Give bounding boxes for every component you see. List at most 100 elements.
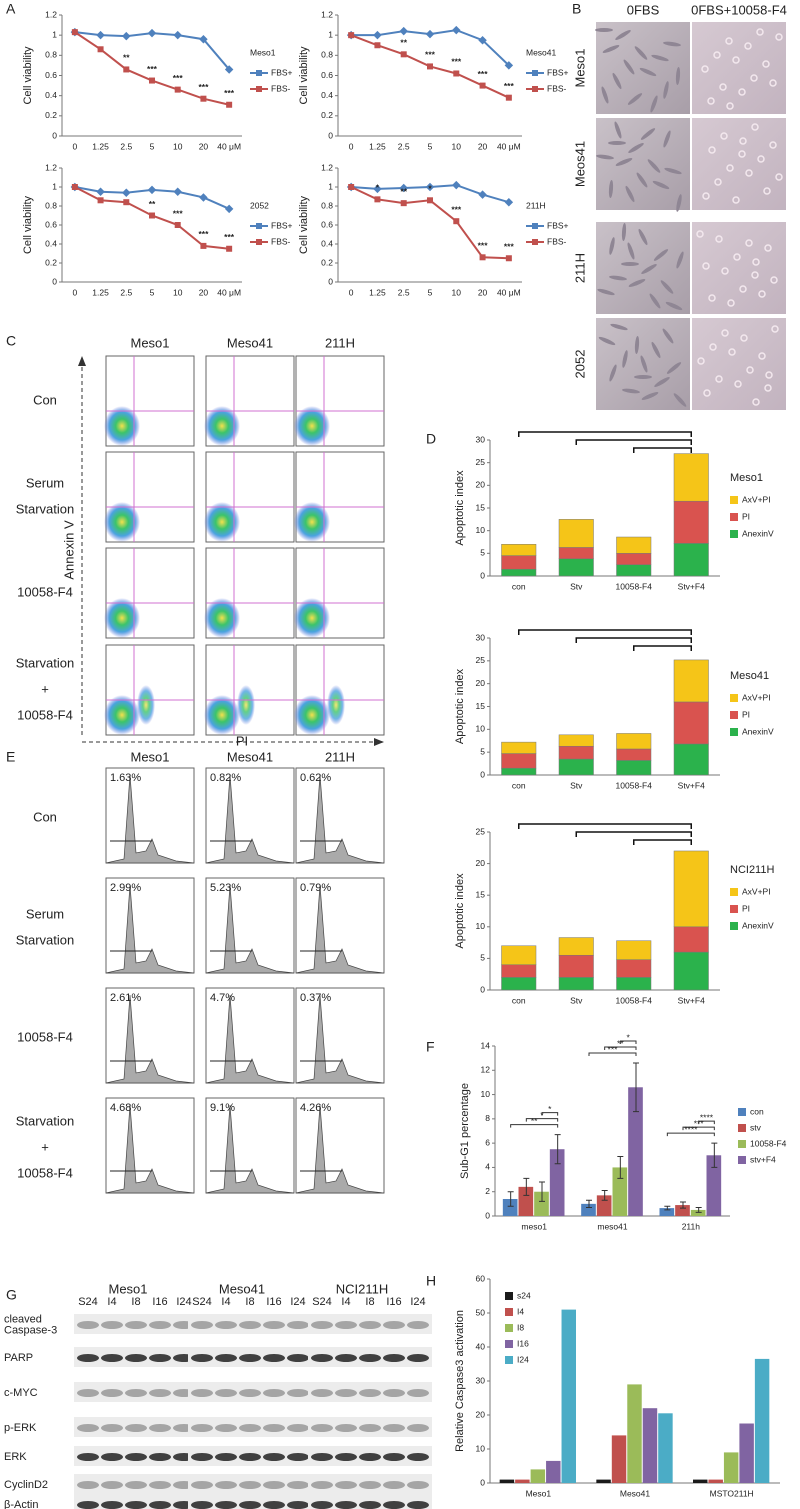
cell	[663, 81, 669, 99]
point	[149, 77, 155, 84]
cell	[756, 28, 764, 36]
label: 12	[481, 1065, 491, 1075]
legend-marker	[256, 70, 262, 76]
label: 20	[199, 287, 209, 297]
bar	[659, 1208, 675, 1216]
band	[77, 1481, 99, 1489]
band	[77, 1389, 99, 1397]
micrograph	[596, 22, 690, 114]
label: FBS-	[271, 236, 291, 246]
label: 10	[173, 287, 183, 297]
bar	[596, 1479, 611, 1483]
bar-segment	[616, 760, 652, 776]
point	[226, 101, 233, 108]
point	[505, 94, 512, 101]
label: 2.5	[120, 287, 132, 297]
error-bar	[523, 1177, 530, 1196]
label: 20	[476, 678, 486, 688]
label: 5	[428, 141, 433, 151]
bar	[515, 1479, 530, 1483]
label: 15	[476, 502, 486, 512]
error-bar	[554, 1134, 561, 1165]
label: Meso1	[130, 335, 169, 350]
point	[399, 183, 408, 193]
cell	[610, 323, 628, 331]
cell	[746, 366, 754, 374]
cell	[771, 325, 779, 333]
cell	[697, 357, 705, 365]
bar-segment	[616, 536, 652, 554]
band	[263, 1501, 285, 1509]
band	[311, 1389, 333, 1397]
bar-segment	[558, 519, 594, 548]
cell	[640, 355, 648, 373]
micrograph	[692, 318, 786, 410]
significance-bracket	[682, 1126, 715, 1131]
label: Meso1	[130, 749, 169, 764]
label: **	[400, 38, 407, 48]
flow-plot	[295, 547, 385, 639]
label: 14	[481, 1040, 491, 1050]
label: 211H	[325, 335, 355, 350]
label: 10	[173, 141, 183, 151]
point	[97, 197, 104, 204]
label: Starvation	[16, 655, 75, 670]
error-bar	[507, 1191, 514, 1207]
point	[174, 86, 181, 93]
band	[407, 1453, 429, 1461]
label: I24	[517, 1354, 529, 1364]
band	[77, 1501, 99, 1509]
label: D	[426, 431, 436, 447]
label: 10058-F4	[750, 1138, 787, 1148]
band	[149, 1501, 171, 1509]
cell	[757, 155, 765, 163]
band	[101, 1321, 123, 1329]
cell	[634, 46, 648, 60]
flow-population	[204, 406, 240, 446]
bar	[611, 1435, 627, 1483]
point	[479, 254, 486, 261]
significance-bracket	[698, 1120, 715, 1125]
label: ***	[147, 64, 158, 74]
label: FBS+	[547, 67, 569, 77]
label: 0.37%	[300, 992, 331, 1004]
point	[505, 255, 512, 262]
band	[77, 1321, 99, 1329]
cell	[696, 230, 704, 238]
label: 0.6	[321, 219, 333, 229]
cell	[703, 389, 711, 397]
label: 15	[476, 701, 486, 711]
legend-swatch	[505, 1308, 513, 1316]
cell	[621, 223, 627, 241]
label: 5	[480, 953, 485, 963]
cell	[751, 123, 759, 131]
label: 0FBS+10058-F4	[691, 2, 787, 17]
point	[123, 199, 130, 206]
band	[263, 1321, 285, 1329]
label: Stv	[570, 581, 583, 591]
cell	[702, 192, 710, 200]
point	[147, 185, 157, 195]
label: 0.4	[321, 238, 333, 248]
label: 1.2	[321, 162, 333, 172]
label: 10	[452, 141, 462, 151]
band	[77, 1453, 99, 1461]
point	[199, 34, 208, 44]
band	[311, 1453, 333, 1461]
point	[199, 193, 208, 202]
error-bar	[680, 1201, 686, 1209]
label: 2052	[572, 350, 587, 379]
label: p-ERK	[4, 1422, 37, 1434]
point	[96, 30, 105, 40]
label: Meso41	[620, 1488, 651, 1498]
significance-bracket	[619, 1040, 637, 1044]
cell	[709, 343, 717, 351]
band	[383, 1501, 405, 1509]
label: 2052	[250, 200, 269, 210]
label: 10	[452, 287, 462, 297]
cell	[634, 375, 652, 379]
point	[425, 182, 435, 192]
point	[96, 187, 105, 196]
cell	[623, 59, 635, 75]
label: 2.99%	[110, 882, 141, 894]
